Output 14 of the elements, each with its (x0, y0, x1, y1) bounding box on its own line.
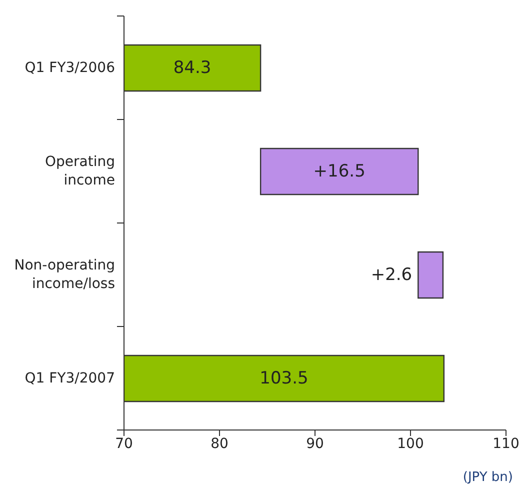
data-label: +2.6 (370, 264, 412, 285)
x-tick-label: 100 (397, 436, 424, 452)
data-label: +16.5 (313, 161, 366, 182)
text: (JPY bn) (462, 470, 513, 485)
y-tick-label: Q1 FY3/2007 (24, 370, 115, 386)
x-tick-label: 70 (115, 436, 133, 452)
x-tick-label: 90 (306, 436, 324, 452)
y-tick-label: Non-operating income/loss (14, 257, 115, 292)
data-label: 84.3 (173, 58, 212, 78)
x-tick-label: 80 (210, 436, 228, 452)
x-tick-label: 110 (492, 436, 520, 452)
y-tick-label: Operating income (45, 154, 115, 189)
y-tick-label: Q1 FY3/2006 (24, 60, 116, 76)
data-label: 103.5 (260, 368, 308, 388)
